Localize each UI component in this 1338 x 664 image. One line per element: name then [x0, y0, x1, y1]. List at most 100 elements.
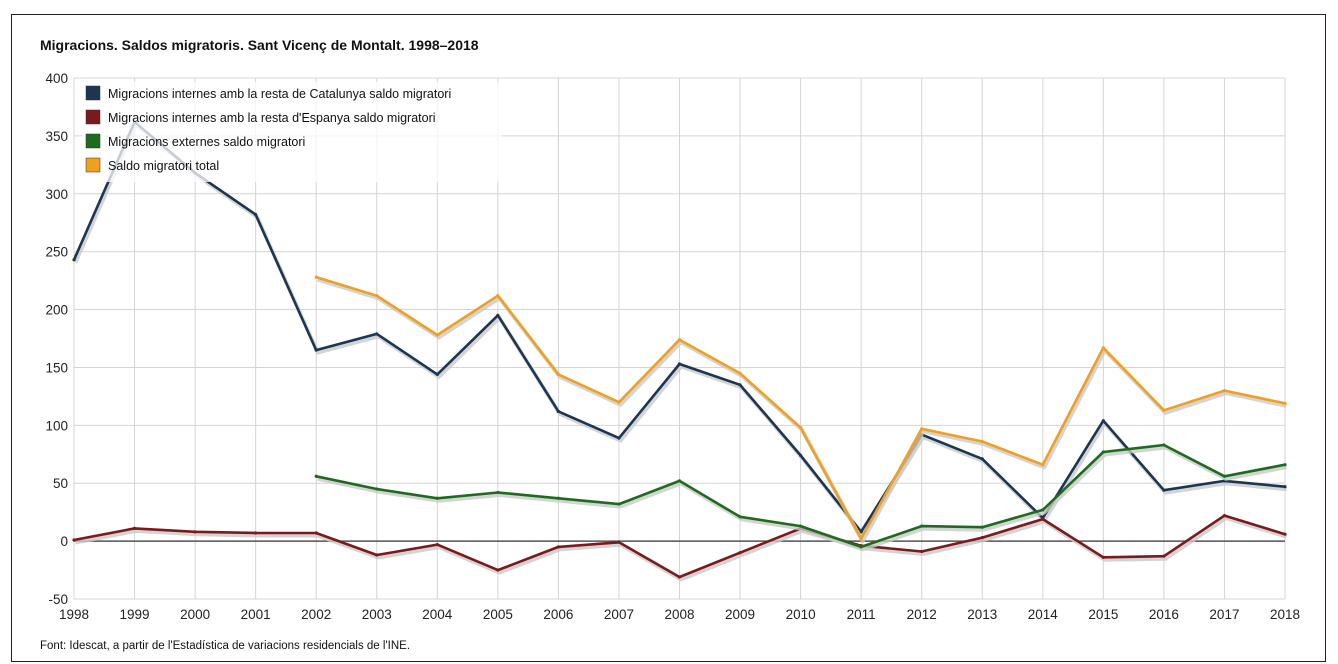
data-point: [1041, 463, 1045, 467]
x-tick-label: 2003: [362, 607, 392, 622]
series-3: [314, 275, 1287, 544]
data-point: [738, 371, 742, 375]
data-point: [1283, 485, 1287, 489]
legend-swatch: [85, 109, 101, 125]
x-tick-label: 2006: [543, 607, 573, 622]
y-tick-label: 50: [53, 476, 68, 491]
data-point: [1162, 443, 1166, 447]
data-point: [1222, 389, 1227, 393]
x-tick-label: 2008: [664, 607, 694, 622]
data-point: [859, 545, 863, 549]
data-point: [617, 502, 621, 506]
data-point: [980, 536, 984, 540]
x-tick-label: 1998: [59, 607, 89, 622]
data-point: [72, 258, 76, 262]
data-point: [556, 545, 561, 549]
data-point: [980, 439, 984, 444]
data-point: [314, 531, 318, 535]
grid: [73, 77, 1286, 600]
x-tick-label: 2001: [241, 607, 271, 622]
data-point: [859, 530, 863, 534]
series-1: [72, 514, 1288, 582]
y-tick-label: 350: [45, 129, 68, 144]
data-point: [314, 474, 318, 478]
data-point: [738, 515, 742, 519]
data-point: [980, 457, 984, 461]
data-point: [1222, 474, 1227, 478]
data-point: [1101, 346, 1105, 350]
legend-label: Migracions externes saldo migratori: [108, 135, 305, 149]
legend-label: Migracions internes amb la resta de Cata…: [108, 87, 451, 101]
data-point: [677, 362, 682, 366]
data-point: [1101, 450, 1105, 454]
x-tick-label: 2002: [301, 607, 331, 622]
legend-swatch: [85, 85, 101, 101]
x-tick-label: 2017: [1209, 607, 1239, 622]
data-point: [496, 490, 500, 495]
data-point: [496, 313, 500, 317]
x-tick-label: 2016: [1149, 607, 1179, 622]
y-tick-label: 400: [45, 71, 68, 86]
x-tick-label: 2013: [967, 607, 997, 622]
y-tick-label: 0: [60, 534, 68, 549]
data-point: [859, 537, 863, 541]
data-point: [314, 348, 318, 352]
series-lines: [72, 120, 1288, 582]
y-tick-label: 300: [45, 187, 68, 202]
data-point: [496, 294, 500, 298]
x-tick-label: 2005: [483, 607, 513, 622]
y-tick-label: -50: [48, 592, 68, 607]
y-tick-label: 150: [45, 360, 68, 375]
x-tick-label: 2012: [907, 607, 937, 622]
data-point: [920, 524, 924, 528]
legend-background: [82, 82, 502, 182]
data-point: [677, 479, 682, 483]
data-point: [254, 531, 258, 535]
data-point: [375, 332, 379, 336]
data-point: [617, 540, 621, 544]
data-point: [738, 551, 742, 555]
y-axis-ticks: -50 0 50 100 150 200 250 300 350 400: [45, 71, 68, 607]
legend-swatch: [85, 157, 101, 173]
y-tick-label: 100: [45, 418, 68, 433]
data-point: [496, 568, 500, 572]
data-point: [375, 294, 379, 298]
data-point: [435, 333, 439, 337]
y-tick-label: 250: [45, 245, 68, 260]
data-point: [799, 453, 803, 458]
data-point: [435, 542, 439, 547]
series-shadow: [317, 445, 1287, 552]
data-point: [1041, 517, 1045, 521]
legend: Migracions internes amb la resta de Cata…: [82, 82, 502, 182]
data-point: [375, 487, 379, 491]
data-point: [677, 575, 682, 579]
data-point: [920, 549, 924, 554]
x-tick-label: 2007: [604, 607, 634, 622]
x-axis-ticks: 1998 1999 2000 2001 2002 2003 2004 2005 2006 2007…: [59, 607, 1300, 622]
data-point: [617, 400, 621, 404]
x-tick-label: 1999: [120, 607, 150, 622]
data-point: [617, 436, 621, 440]
x-tick-label: 2011: [847, 607, 876, 622]
data-point: [738, 383, 742, 387]
chart-title: Migracions. Saldos migratoris. Sant Vice…: [40, 37, 479, 53]
series-0: [72, 120, 1287, 537]
legend-label: Saldo migratori total: [108, 159, 219, 173]
series-2: [314, 443, 1287, 552]
x-tick-label: 2000: [180, 607, 210, 622]
x-tick-label: 2004: [422, 607, 453, 622]
data-point: [556, 372, 561, 376]
data-point: [193, 530, 197, 534]
y-tick-label: 200: [45, 303, 68, 318]
data-point: [132, 526, 137, 530]
data-point: [980, 525, 984, 529]
legend-swatch: [85, 133, 101, 149]
x-tick-label: 2015: [1088, 607, 1118, 622]
data-point: [435, 372, 439, 376]
data-point: [1162, 554, 1166, 558]
data-point: [375, 553, 379, 557]
data-point: [254, 213, 258, 217]
data-point: [1041, 508, 1045, 512]
data-point: [799, 524, 803, 528]
data-point: [1283, 463, 1287, 467]
